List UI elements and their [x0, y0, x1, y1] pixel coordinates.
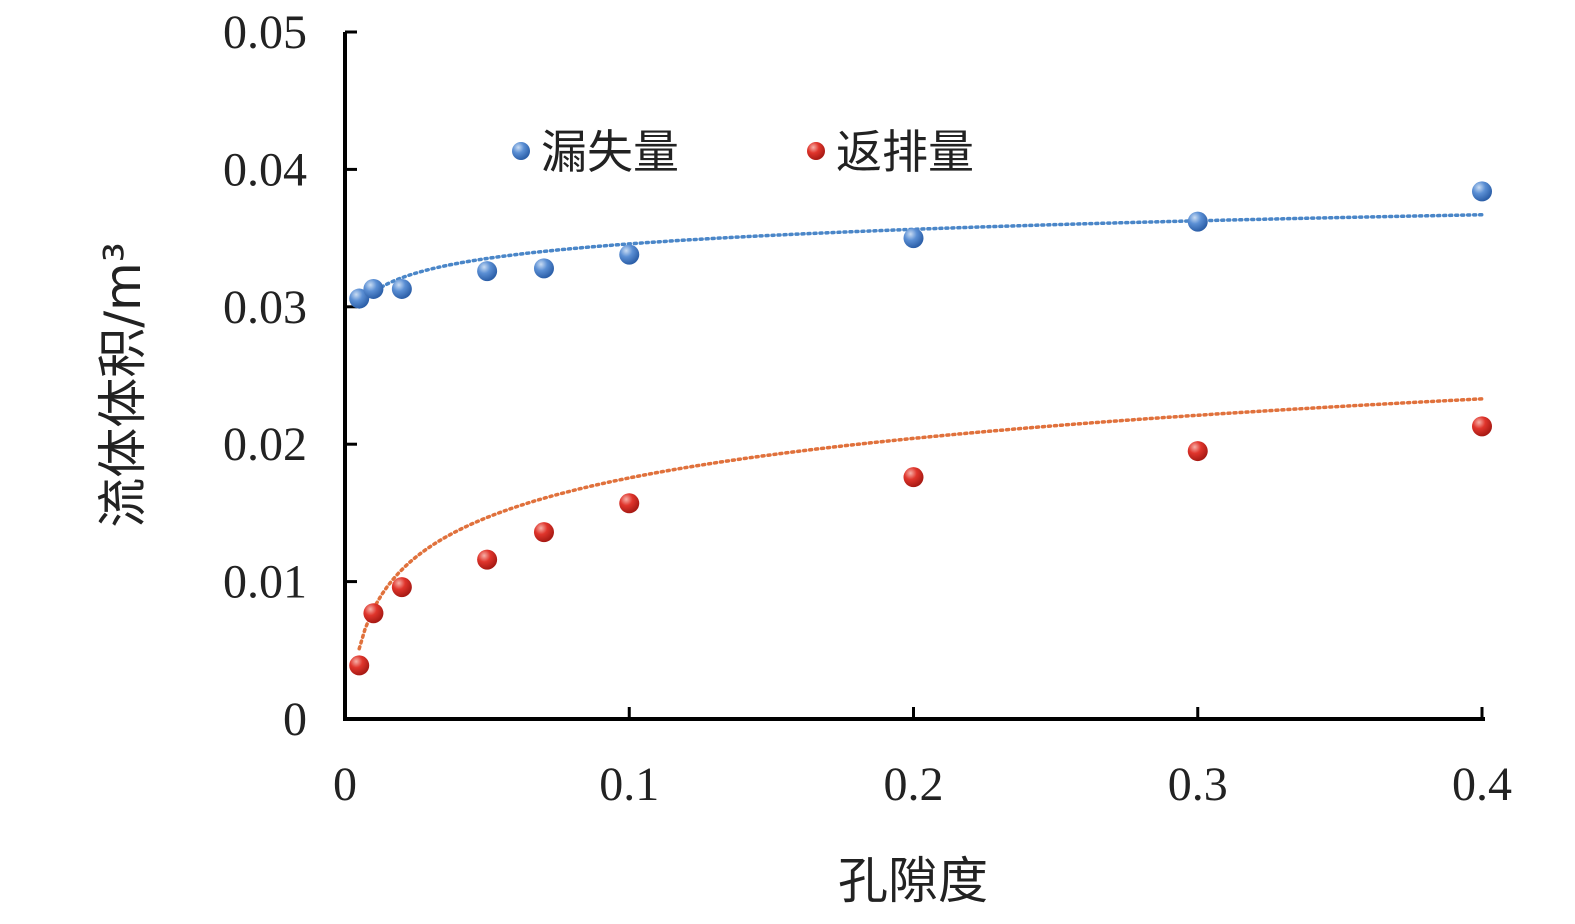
flowback-point [1472, 416, 1492, 437]
legend-marker-leak [512, 142, 530, 160]
leak-point [477, 261, 498, 282]
x-tick-label: 0.3 [1168, 758, 1228, 811]
y-axis-title: 流体体积/m³ [94, 242, 152, 528]
flowback-point [363, 603, 384, 624]
x-tick-label: 0.4 [1452, 758, 1512, 811]
leak-point [1472, 181, 1492, 202]
leak-point [533, 258, 554, 279]
x-tick-label: 0.1 [599, 758, 659, 811]
flowback-point [1187, 441, 1208, 462]
x-tick-label: 0.2 [884, 758, 944, 811]
y-tick-label: 0 [283, 693, 307, 746]
flowback-point [619, 493, 640, 514]
flowback-point [391, 577, 412, 598]
leak-point [391, 278, 412, 299]
y-tick-label: 0.01 [223, 556, 307, 609]
flowback-point [533, 522, 554, 543]
trendlines [357, 212, 1484, 651]
leak-point [619, 244, 640, 265]
trendline-flowback [357, 397, 1484, 651]
y-tick-label: 0.02 [223, 418, 307, 471]
y-ticks: 0 0.01 0.02 0.03 0.04 0.05 [223, 6, 357, 746]
legend-label-flowback: 返排量 [836, 125, 974, 179]
leak-point [903, 228, 924, 249]
y-tick-label: 0.03 [223, 281, 307, 334]
y-tick-label: 0.04 [223, 143, 307, 196]
flowback-point [349, 655, 370, 676]
points [349, 181, 1492, 676]
trendline-leak [357, 212, 1484, 309]
leak-point [363, 278, 384, 299]
legend: 漏失量 返排量 [512, 125, 974, 179]
legend-label-leak: 漏失量 [541, 125, 679, 179]
x-tick-label: 0 [333, 758, 357, 811]
flowback-point [903, 467, 924, 488]
flowback-point [477, 549, 498, 570]
legend-marker-flowback [807, 142, 825, 160]
x-ticks: 0 0.1 0.2 0.3 0.4 [333, 707, 1512, 811]
y-tick-label: 0.05 [223, 6, 307, 59]
leak-point [1187, 211, 1208, 232]
leak-point [349, 288, 370, 309]
x-axis-title: 孔隙度 [838, 852, 988, 910]
